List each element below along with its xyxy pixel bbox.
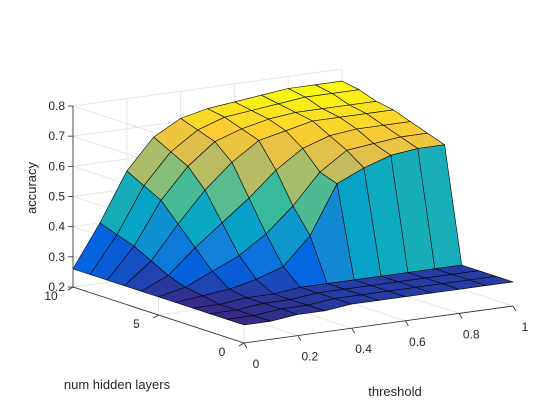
surface-layer — [72, 80, 514, 326]
y-tick-label: 0 — [219, 345, 226, 359]
x-tick-label: 0.8 — [463, 327, 480, 341]
x-tick-mark — [351, 327, 355, 334]
y-tick-mark — [238, 342, 245, 347]
axis-label-layer: threshold num hidden layers accuracy — [24, 161, 422, 399]
y-tick-label: 5 — [133, 317, 140, 331]
grid-line — [72, 68, 343, 107]
y-tick-label: 10 — [44, 289, 58, 303]
z-tick-label: 0.2 — [48, 280, 65, 294]
x-tick-mark — [243, 342, 248, 349]
x-tick-label: 0.2 — [301, 350, 318, 364]
x-tick-mark — [405, 320, 409, 327]
z-tick-label: 0.4 — [48, 220, 65, 234]
x-tick-label: 0.4 — [355, 342, 372, 356]
surface-patch — [226, 315, 272, 326]
x-axis-label: threshold — [368, 384, 421, 399]
x-tick-label: 1 — [522, 320, 529, 334]
x-axis-line — [243, 305, 514, 344]
y-tick-mark — [153, 314, 159, 319]
x-tick-mark — [512, 305, 517, 312]
x-tick-label: 0 — [253, 357, 260, 371]
z-tick-label: 0.5 — [48, 190, 65, 204]
z-tick-label: 0.8 — [48, 99, 65, 113]
y-tick-mark — [67, 286, 74, 291]
x-tick-label: 0.6 — [409, 335, 426, 349]
x-tick-mark — [297, 335, 302, 341]
y-axis-label: num hidden layers — [64, 377, 171, 392]
z-tick-label: 0.6 — [48, 159, 65, 173]
x-tick-mark — [458, 313, 463, 319]
z-tick-label: 0.3 — [48, 250, 65, 264]
z-axis-label: accuracy — [24, 161, 39, 214]
z-tick-label: 0.7 — [48, 129, 65, 143]
